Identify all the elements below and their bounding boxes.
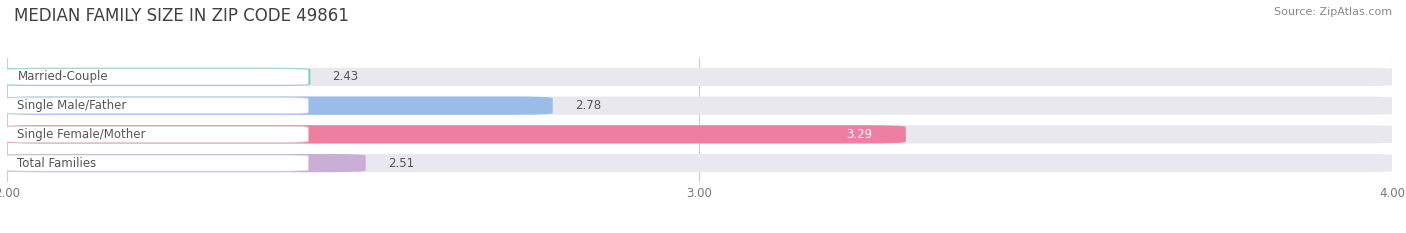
Text: Married-Couple: Married-Couple [17, 70, 108, 83]
Text: Total Families: Total Families [17, 157, 97, 170]
FancyBboxPatch shape [4, 126, 308, 142]
Text: Source: ZipAtlas.com: Source: ZipAtlas.com [1274, 7, 1392, 17]
FancyBboxPatch shape [1, 154, 366, 172]
Text: Single Male/Father: Single Male/Father [17, 99, 127, 112]
Text: 2.43: 2.43 [332, 70, 359, 83]
Text: MEDIAN FAMILY SIZE IN ZIP CODE 49861: MEDIAN FAMILY SIZE IN ZIP CODE 49861 [14, 7, 349, 25]
Text: Single Female/Mother: Single Female/Mother [17, 128, 146, 141]
FancyBboxPatch shape [1, 125, 905, 144]
FancyBboxPatch shape [1, 154, 1398, 172]
Text: 2.78: 2.78 [575, 99, 600, 112]
FancyBboxPatch shape [4, 98, 308, 114]
Text: 2.51: 2.51 [388, 157, 413, 170]
Text: 3.29: 3.29 [846, 128, 873, 141]
FancyBboxPatch shape [4, 155, 308, 171]
FancyBboxPatch shape [1, 125, 1398, 144]
FancyBboxPatch shape [1, 68, 311, 86]
FancyBboxPatch shape [1, 96, 1398, 115]
FancyBboxPatch shape [1, 96, 553, 115]
FancyBboxPatch shape [1, 68, 1398, 86]
FancyBboxPatch shape [4, 69, 308, 85]
